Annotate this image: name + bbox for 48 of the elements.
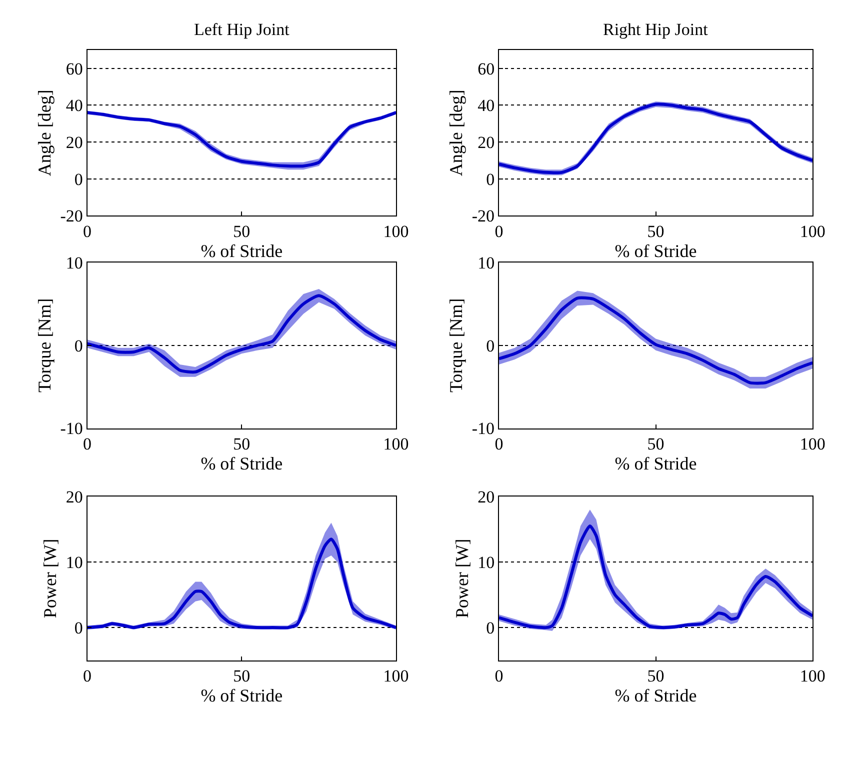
y-tick-label: -10 xyxy=(60,419,83,438)
y-tick-label: 0 xyxy=(74,618,83,638)
x-tick-label: 50 xyxy=(233,222,250,242)
y-tick-label: 0 xyxy=(486,618,495,638)
x-axis-title: % of Stride xyxy=(200,454,283,474)
y-axis-title: Power [W] xyxy=(40,538,60,618)
x-tick-label: 50 xyxy=(647,434,664,454)
x-axis-title: % of Stride xyxy=(200,241,283,262)
x-axis-title: % of Stride xyxy=(614,454,697,474)
x-tick-label: 100 xyxy=(800,222,826,242)
y-tick-label: 10 xyxy=(66,253,83,272)
y-tick-label: 10 xyxy=(66,552,83,572)
y-tick-label: 20 xyxy=(66,132,83,152)
y-tick-label: 60 xyxy=(478,59,495,78)
y-tick-label: 20 xyxy=(478,132,495,152)
x-tick-label: 50 xyxy=(233,434,250,454)
x-tick-label: 100 xyxy=(800,666,826,686)
y-tick-label: 40 xyxy=(66,96,83,116)
x-tick-label: 50 xyxy=(647,666,664,686)
y-tick-label: 20 xyxy=(66,487,83,506)
x-axis-title: % of Stride xyxy=(200,686,283,706)
y-axis-title: Angle [deg] xyxy=(446,90,466,176)
x-axis-title: % of Stride xyxy=(614,686,697,706)
y-tick-label: -10 xyxy=(472,419,495,438)
chart-title: Right Hip Joint xyxy=(603,20,708,39)
y-axis-title: Angle [deg] xyxy=(34,90,54,176)
x-tick-label: 100 xyxy=(800,434,826,454)
y-tick-label: -20 xyxy=(472,206,495,226)
y-tick-label: 40 xyxy=(478,96,495,116)
x-tick-label: 100 xyxy=(383,222,409,242)
y-tick-label: 0 xyxy=(74,336,83,356)
x-tick-label: 50 xyxy=(233,666,250,686)
x-tick-label: 100 xyxy=(383,666,409,686)
y-tick-label: 20 xyxy=(478,487,495,506)
y-axis-title: Torque [Nm] xyxy=(446,298,466,392)
y-tick-label: 0 xyxy=(486,170,495,189)
y-axis-title: Torque [Nm] xyxy=(34,298,54,392)
y-tick-label: 60 xyxy=(66,59,83,78)
y-tick-label: 10 xyxy=(478,253,495,272)
x-axis-title: % of Stride xyxy=(614,241,697,262)
y-axis-title: Power [W] xyxy=(452,538,472,618)
chart-title: Left Hip Joint xyxy=(194,20,290,39)
x-tick-label: 50 xyxy=(647,222,664,242)
x-tick-label: 100 xyxy=(383,434,409,454)
y-tick-label: 0 xyxy=(486,336,495,356)
y-tick-label: -20 xyxy=(60,206,83,226)
y-tick-label: 10 xyxy=(478,552,495,572)
y-tick-label: 0 xyxy=(74,170,83,189)
